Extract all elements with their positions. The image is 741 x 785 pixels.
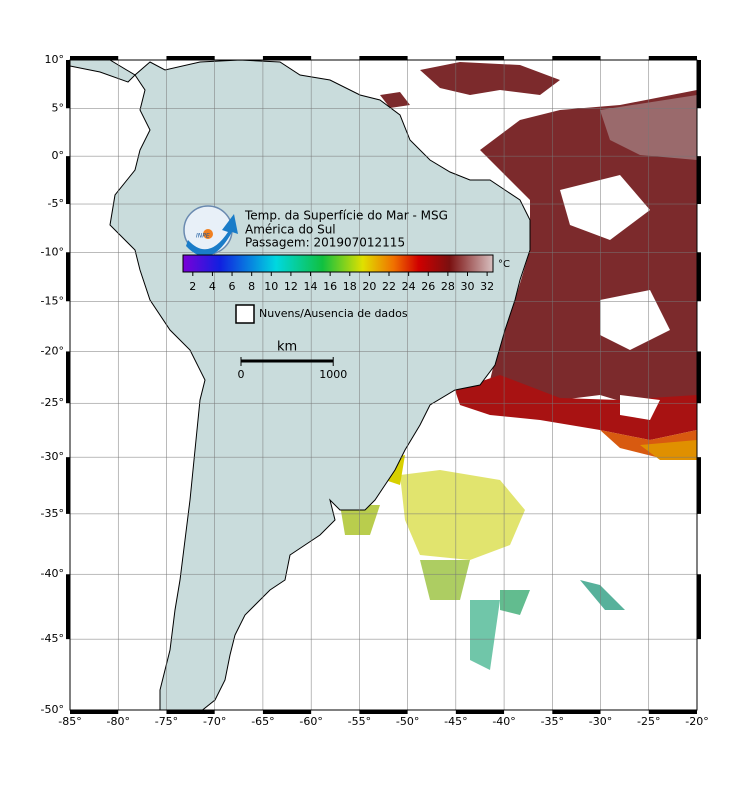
x-tick-label: -25° (637, 715, 660, 728)
x-tick-label: -35° (541, 715, 564, 728)
x-tick-label: -60° (299, 715, 322, 728)
colorbar-tick-label: 28 (441, 280, 455, 293)
land (109, 60, 531, 710)
axes-labels: -85° -80° -75° -70° -65° -60° -55° -50° -45° -40°… (41, 53, 709, 728)
colorbar-tick-label: 32 (480, 280, 494, 293)
colorbar-tick-label: 16 (323, 280, 337, 293)
x-tick-label: -20° (685, 715, 708, 728)
y-tick-label: -45° (41, 632, 64, 645)
y-tick-label: -10° (41, 245, 64, 258)
colorbar-tick-label: 4 (209, 280, 216, 293)
scale-bar: 0 1000 km (238, 340, 348, 382)
logo-sun (203, 229, 213, 239)
y-tick-label: 0° (52, 149, 65, 162)
title-line: Passagem: 201907012115 (245, 236, 405, 250)
scale-bar-label: 1000 (319, 368, 347, 381)
land-central-america (70, 60, 136, 83)
y-tick-label: -35° (41, 507, 64, 520)
y-tick-label: -20° (41, 344, 64, 357)
colorbar-tick-label: 2 (189, 280, 196, 293)
y-tick-label: -25° (41, 396, 64, 409)
colorbar-tick-label: 14 (304, 280, 318, 293)
y-tick-label: -5° (48, 197, 64, 210)
x-tick-label: -55° (348, 715, 371, 728)
logo: INPE (183, 205, 238, 257)
x-tick-label: -40° (492, 715, 515, 728)
colorbar-tick-label: 30 (460, 280, 474, 293)
colorbar-ticks: 2 4 6 8 10 12 14 16 18 20 22 24 26 28 30 32 (189, 272, 494, 293)
colorbar (182, 254, 494, 273)
logo-text: INPE (196, 233, 210, 240)
colorbar-tick-label: 8 (248, 280, 255, 293)
colorbar-unit: °C (498, 259, 510, 270)
legend-label: Nuvens/Ausencia de dados (259, 307, 408, 320)
x-tick-label: -45° (444, 715, 467, 728)
y-tick-label: -30° (41, 450, 64, 463)
colorbar-tick-label: 6 (229, 280, 236, 293)
y-tick-label: 5° (52, 101, 65, 114)
y-tick-label: -40° (41, 567, 64, 580)
x-tick-label: -50° (396, 715, 419, 728)
colorbar-tick-label: 12 (284, 280, 298, 293)
scale-bar-label: 0 (238, 368, 245, 381)
colorbar-tick-label: 10 (264, 280, 278, 293)
scale-bar-unit: km (277, 340, 297, 355)
colorbar-tick-label: 22 (382, 280, 396, 293)
colorbar-tick-label: 26 (421, 280, 435, 293)
title-line: América do Sul (245, 223, 336, 237)
y-tick-label: -15° (41, 294, 64, 307)
x-tick-label: -80° (106, 715, 129, 728)
logo-arrow (186, 214, 238, 257)
x-tick-label: -70° (203, 715, 226, 728)
colorbar-tick-label: 18 (343, 280, 357, 293)
x-tick-label: -65° (251, 715, 274, 728)
x-tick-label: -75° (155, 715, 178, 728)
frame-border (66, 56, 701, 714)
graticule (70, 60, 697, 710)
y-tick-label: 10° (45, 53, 65, 66)
y-tick-label: -50° (41, 703, 64, 716)
x-tick-label: -85° (58, 715, 81, 728)
colorbar-tick-label: 24 (402, 280, 416, 293)
legend-swatch (235, 304, 255, 324)
title-line: Temp. da Superfície do Mar - MSG (244, 209, 448, 223)
x-tick-label: -30° (589, 715, 612, 728)
map-layers (70, 60, 697, 710)
colorbar-tick-label: 20 (362, 280, 376, 293)
